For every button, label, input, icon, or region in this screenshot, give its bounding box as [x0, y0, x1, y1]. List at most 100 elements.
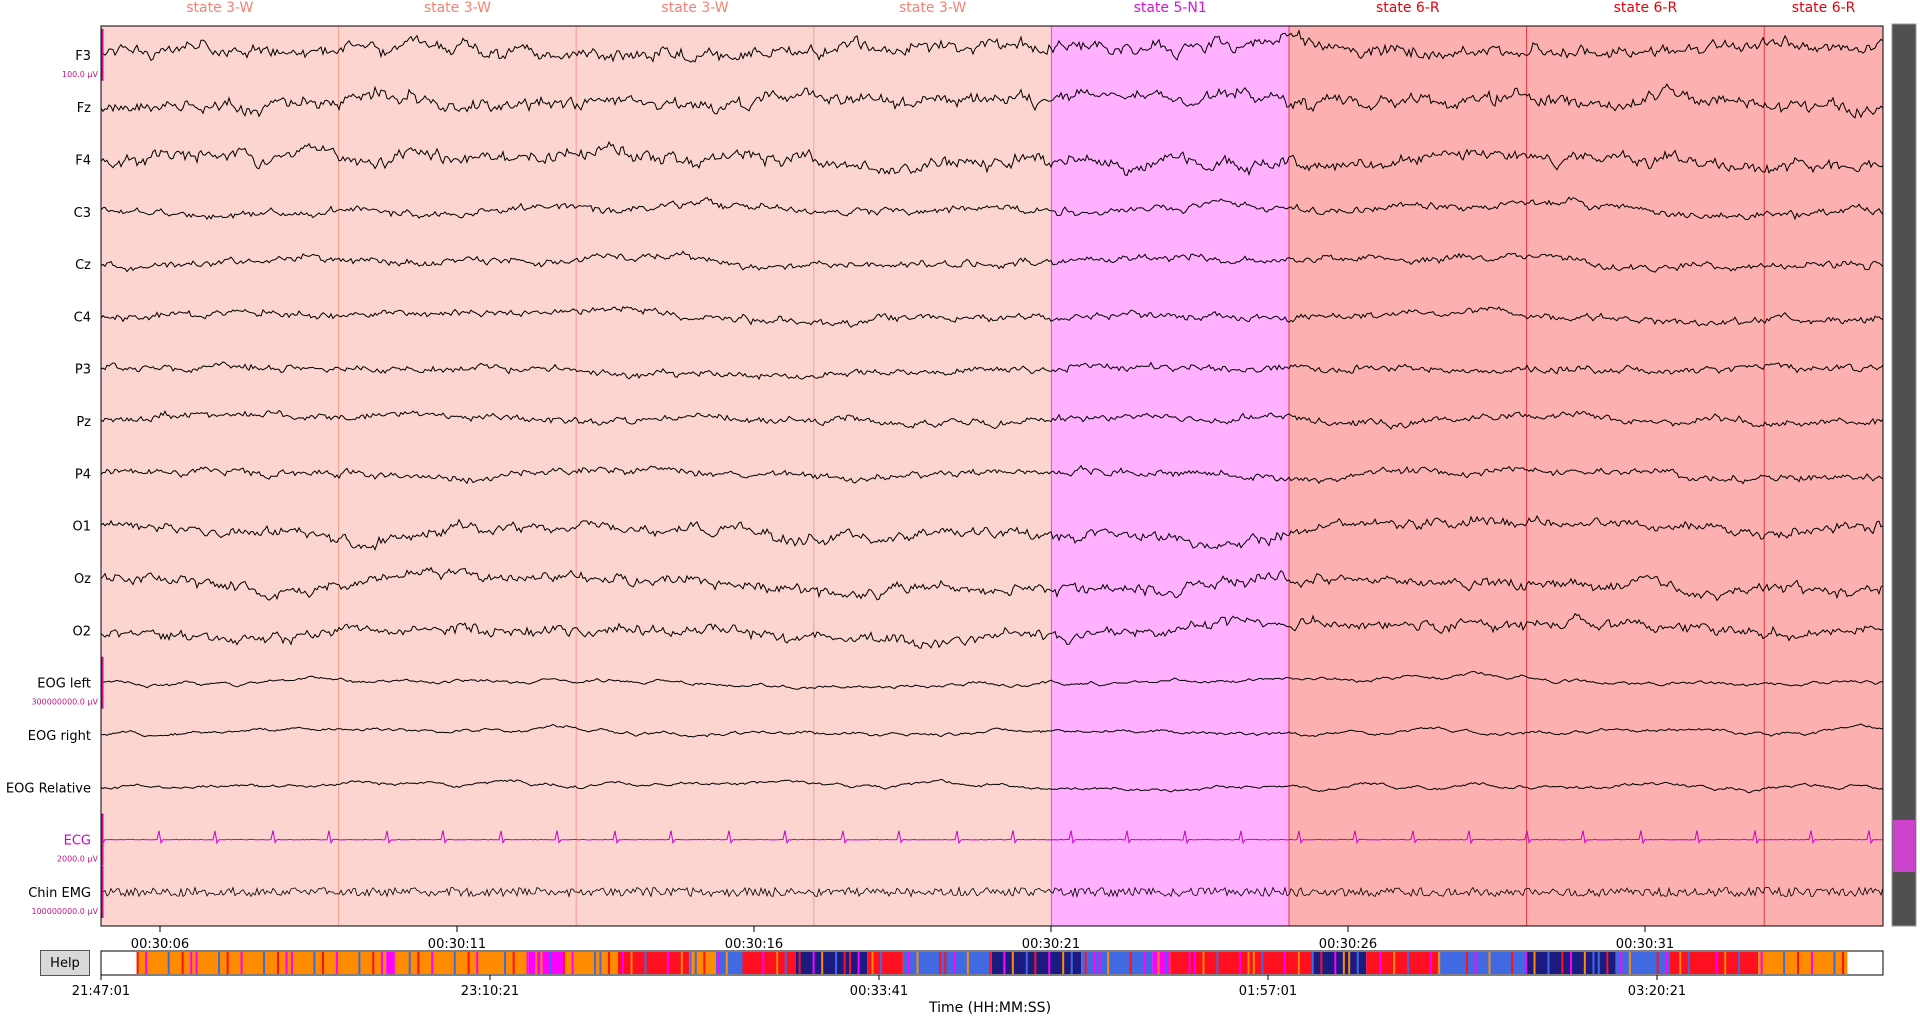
hypnogram-segment: [902, 952, 992, 974]
scrollbar-thumb[interactable]: [1893, 820, 1915, 872]
hypnogram-stripe: [1452, 952, 1455, 974]
channel-label: F4: [75, 153, 91, 168]
epoch-background: [101, 26, 339, 926]
hypnogram-segment: [564, 952, 618, 974]
channel-trace[interactable]: [100, 409, 1884, 430]
scale-label: 100.0 µV: [62, 70, 99, 79]
hypnogram-stripe: [526, 952, 529, 974]
hypnogram-stripe: [1247, 952, 1250, 974]
hypnogram-stripe: [644, 952, 647, 974]
hypnogram-stripe: [1819, 952, 1822, 974]
epoch-label: state 6-R: [1376, 0, 1440, 16]
channel-trace[interactable]: [100, 83, 1884, 119]
hypnogram-stripe: [1502, 952, 1505, 974]
channel-trace[interactable]: [100, 670, 1884, 690]
channel-trace[interactable]: [100, 515, 1884, 551]
hypnogram-stripe: [1225, 952, 1228, 974]
hypnogram-stripe: [952, 952, 955, 974]
channel-trace[interactable]: [100, 29, 1884, 63]
channel-trace[interactable]: [100, 196, 1884, 221]
hypnogram-stripe: [1547, 952, 1550, 974]
hypnogram-segment: [1312, 952, 1367, 974]
hypnogram-stripe: [848, 952, 851, 974]
channel-trace[interactable]: [100, 306, 1884, 328]
hypnogram-stripe: [1701, 952, 1704, 974]
epoch-background: [813, 26, 1052, 926]
channel-label: O1: [72, 520, 91, 535]
hypnogram-stripe: [1356, 952, 1359, 974]
channel-label: Chin EMG: [28, 886, 91, 901]
channel-label: Cz: [75, 258, 91, 273]
hypnogram-stripe: [893, 952, 896, 974]
hypnogram-stripe: [1628, 952, 1631, 974]
hypnogram-segment: [1437, 952, 1527, 974]
hypnogram-stripe: [798, 952, 801, 974]
hypnogram-stripe: [1415, 952, 1418, 974]
hypnogram-stripe: [358, 952, 361, 974]
hypnogram-stripe: [1752, 952, 1755, 974]
vertical-scrollbar[interactable]: [1891, 23, 1917, 927]
channel-trace[interactable]: [100, 830, 1883, 845]
hypnogram-segment: [395, 952, 529, 974]
scrollbar-track[interactable]: [1891, 23, 1917, 927]
help-button[interactable]: Help: [40, 950, 90, 976]
hypnogram-segment: [1366, 952, 1438, 974]
scale-label: 2000.0 µV: [57, 855, 99, 864]
hypnogram-stripe: [476, 952, 479, 974]
channel-trace[interactable]: [100, 464, 1884, 485]
channel-trace[interactable]: [100, 361, 1884, 381]
hypnogram-stripe: [1034, 952, 1037, 974]
hypnogram-stripe: [439, 952, 442, 974]
overview-tick-label: 21:47:01: [72, 984, 130, 999]
epoch-label: state 3-W: [186, 0, 253, 16]
channel-trace[interactable]: [100, 250, 1884, 273]
channel-label: EOG right: [28, 729, 91, 744]
hypnogram-stripe: [1783, 952, 1786, 974]
hypnogram-stripe: [1048, 952, 1051, 974]
hypnogram-stripe: [1746, 952, 1749, 974]
time-axis: 00:30:06 00:30:11 00:30:16 00:30:21 00:30:26…: [131, 926, 1674, 952]
hypnogram-stripe: [835, 952, 838, 974]
hypnogram-stripe: [1070, 952, 1073, 974]
time-tick-label: 00:30:06: [131, 937, 189, 952]
hypnogram-stripe: [1561, 952, 1564, 974]
hypnogram-stripe: [1724, 952, 1727, 974]
channel-trace[interactable]: [100, 140, 1884, 177]
hypnogram-stripe: [1679, 952, 1682, 974]
hypnogram-overview[interactable]: [100, 950, 1884, 976]
hypnogram-stripe: [1093, 952, 1096, 974]
hypnogram-stripe: [1429, 952, 1432, 974]
hypnogram-stripe: [504, 952, 507, 974]
hypnogram-stripe: [321, 952, 324, 974]
channel-trace[interactable]: [100, 612, 1884, 649]
hypnogram-stripe: [1597, 952, 1600, 974]
hypnogram-stripe: [313, 952, 316, 974]
hypnogram-segment: [617, 952, 690, 974]
signal-traces[interactable]: [100, 29, 1884, 899]
epoch-background: [1289, 26, 1527, 926]
channel-trace[interactable]: [100, 885, 1884, 899]
hypnogram-stripe: [1592, 952, 1595, 974]
hypnogram-stripe: [703, 952, 706, 974]
hypnogram-stripe: [762, 952, 765, 974]
channel-trace[interactable]: [100, 566, 1884, 602]
channel-trace[interactable]: [100, 723, 1884, 738]
overview-tick-label: 03:20:21: [1628, 984, 1686, 999]
time-tick-label: 00:30:11: [428, 937, 486, 952]
channel-label: Fz: [77, 101, 91, 116]
hypnogram-stripe: [1297, 952, 1300, 974]
hypnogram-stripe: [285, 952, 288, 974]
hypnogram-stripe: [540, 952, 543, 974]
hypnogram-stripe: [167, 952, 170, 974]
hypnogram-stripe: [1370, 952, 1373, 974]
hypnogram-segment: [992, 952, 1082, 974]
hypnogram-stripe: [240, 952, 243, 974]
hypnogram-stripe: [335, 952, 338, 974]
time-tick-label: 00:30:16: [725, 937, 783, 952]
channel-trace[interactable]: [100, 778, 1884, 794]
hypnogram-stripe: [394, 952, 397, 974]
hypnogram-segment: [689, 952, 716, 974]
hypnogram-segment: [1170, 952, 1313, 974]
hypnogram-stripe: [812, 952, 815, 974]
hypnogram-stripe: [571, 952, 574, 974]
